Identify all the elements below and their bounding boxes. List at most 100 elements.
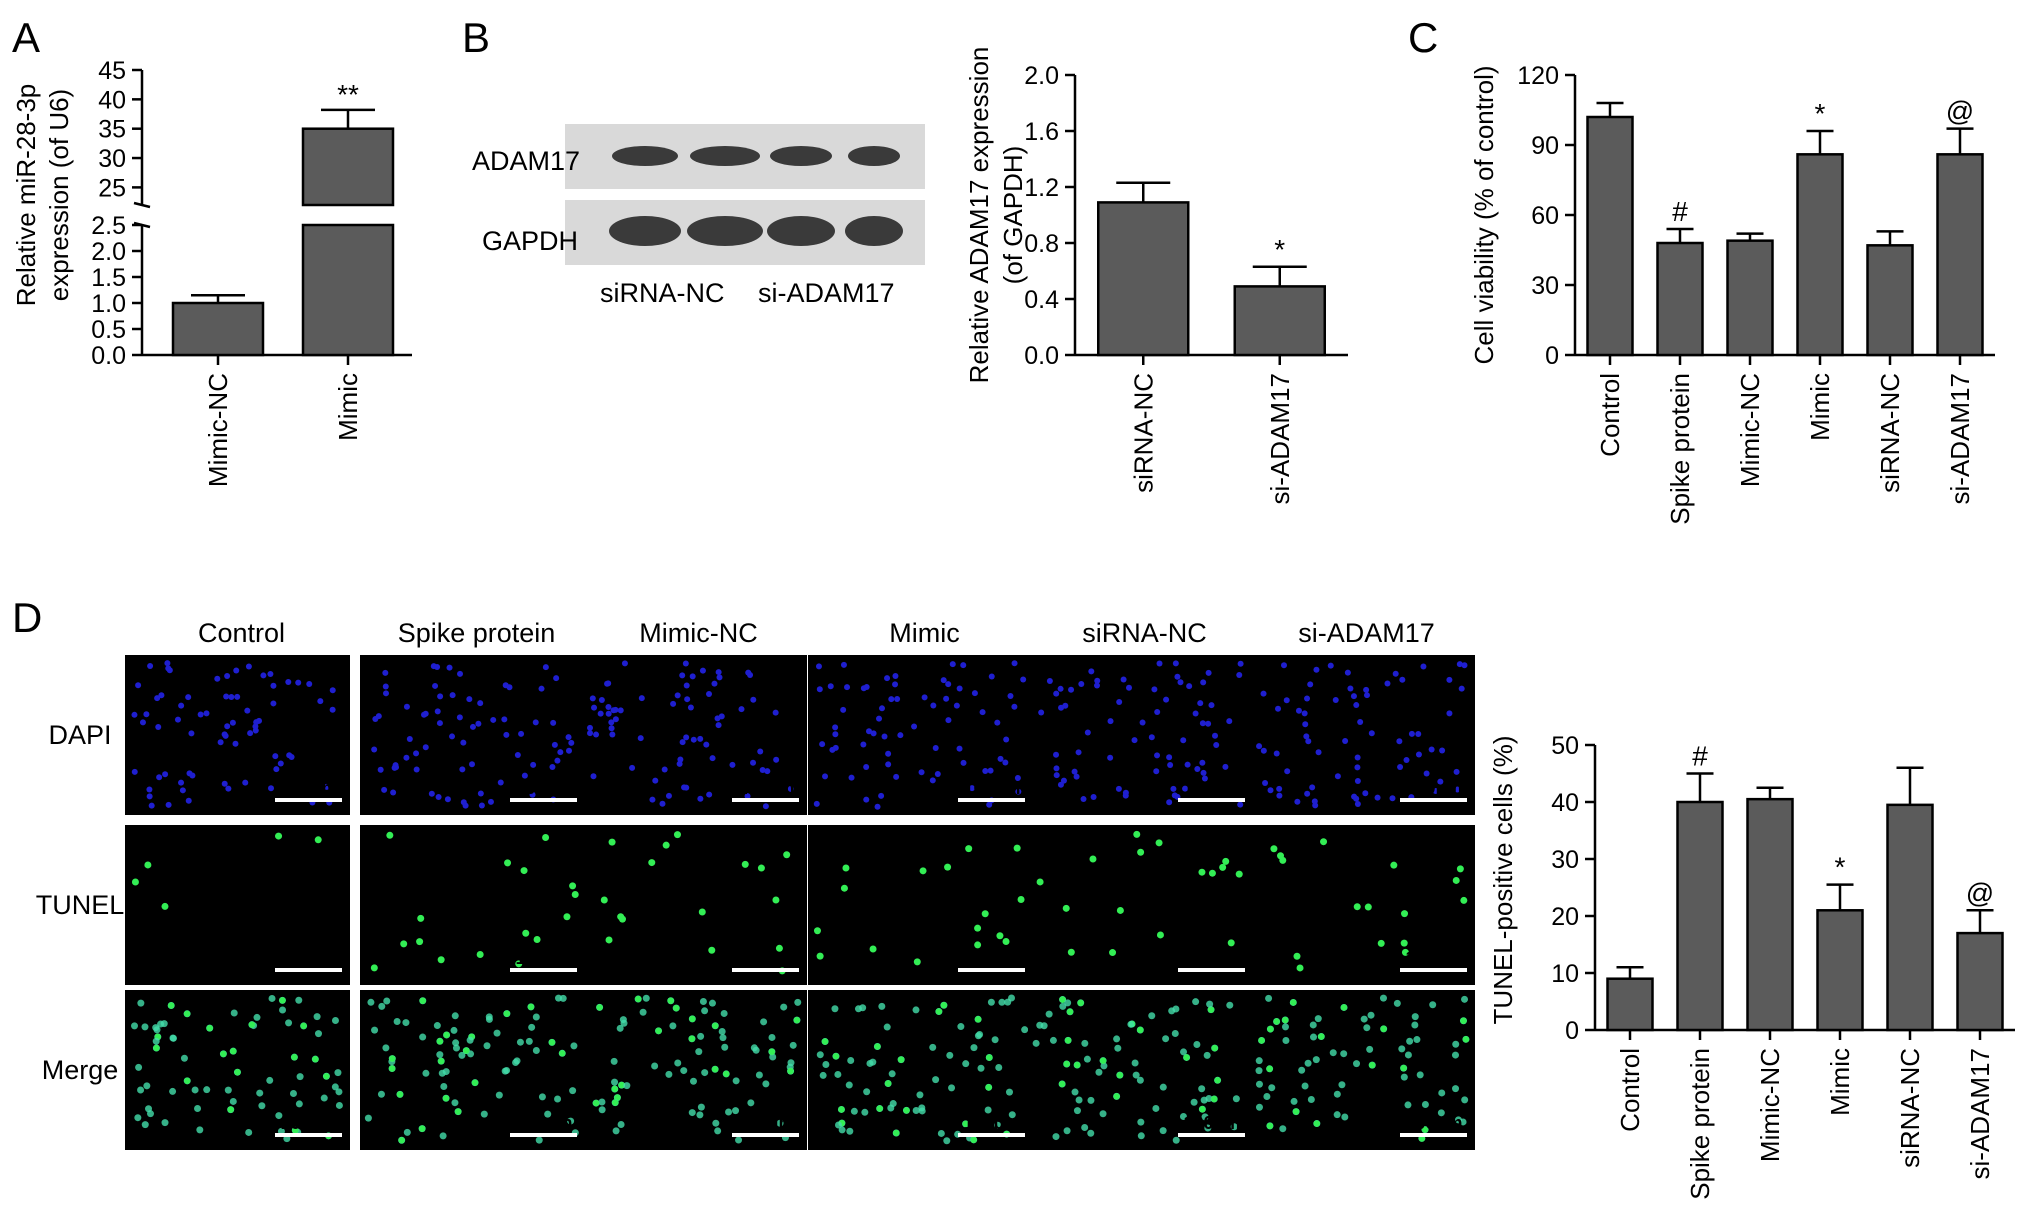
- nucleus-dot: [638, 695, 645, 702]
- nucleus-dot: [863, 764, 870, 771]
- tunel-dot: [821, 1038, 829, 1045]
- nucleus-dot: [289, 1090, 297, 1098]
- micrograph-dapi: [1250, 655, 1475, 815]
- nucleus-dot: [718, 1027, 726, 1035]
- tunel-dot: [1183, 1054, 1190, 1061]
- nucleus-dot: [1307, 1095, 1315, 1103]
- y-tick-label: 0: [1545, 342, 1559, 370]
- nucleus-dot: [1451, 1051, 1459, 1059]
- nucleus-dot: [1075, 1096, 1083, 1104]
- nucleus-dot: [386, 831, 394, 839]
- nucleus-dot: [1156, 931, 1164, 939]
- nucleus-dot: [648, 859, 656, 867]
- nucleus-dot: [892, 681, 899, 688]
- nucleus-dot: [1368, 730, 1375, 737]
- bar: [1956, 931, 2004, 1032]
- nucleus-dot: [295, 1100, 303, 1108]
- nucleus-dot: [629, 764, 636, 771]
- significance-marker: **: [337, 79, 359, 110]
- bar: [1746, 797, 1794, 1032]
- panel-b-ylabel-line1: Relative ADAM17 expression: [964, 47, 994, 384]
- nucleus-dot: [1263, 1092, 1271, 1100]
- nucleus-dot: [1413, 1036, 1421, 1044]
- nucleus-dot: [819, 1071, 827, 1079]
- nucleus-dot: [701, 1069, 709, 1077]
- tunel-dot: [1214, 1077, 1221, 1084]
- tunel-dot: [711, 1066, 719, 1073]
- nucleus-dot: [258, 1102, 266, 1110]
- nucleus-dot: [1379, 994, 1387, 1002]
- microscopy-column-label: Mimic-NC: [639, 618, 757, 648]
- nucleus-dot: [1206, 1000, 1214, 1008]
- y-tick-label: 45: [98, 57, 126, 85]
- nucleus-dot: [945, 681, 952, 688]
- nucleus-dot: [450, 1026, 458, 1034]
- nucleus-dot: [495, 1091, 503, 1099]
- nucleus-dot: [709, 755, 716, 762]
- panel-a-chart: Relative miR-28-3p expression (of U6) 25…: [11, 57, 412, 487]
- bar: [171, 301, 265, 357]
- nucleus-dot: [697, 1103, 705, 1111]
- nucleus-dot: [1256, 743, 1263, 750]
- nucleus-dot: [929, 1043, 937, 1051]
- scale-bar-label: 100μm: [1405, 778, 1462, 798]
- nucleus-dot: [221, 731, 228, 738]
- nucleus-dot: [1268, 1084, 1276, 1092]
- nucleus-dot: [735, 1136, 743, 1144]
- nucleus-dot: [422, 744, 429, 751]
- nucleus-dot: [605, 936, 613, 944]
- nucleus-dot: [876, 715, 883, 722]
- nucleus-dot: [446, 664, 453, 671]
- nucleus-dot: [169, 1087, 177, 1095]
- nucleus-dot: [834, 1070, 842, 1078]
- scale-bar: [1400, 798, 1467, 802]
- nucleus-dot: [840, 661, 847, 668]
- scale-bar-label: 100μm: [1183, 778, 1240, 798]
- nucleus-dot: [230, 1009, 238, 1017]
- nucleus-dot: [1198, 1085, 1206, 1093]
- nucleus-dot: [1333, 1111, 1341, 1119]
- nucleus-dot: [390, 789, 397, 796]
- nucleus-dot: [991, 1036, 999, 1044]
- nucleus-dot: [406, 735, 413, 742]
- nucleus-dot: [1032, 1039, 1040, 1047]
- y-tick-label: 0.0: [1024, 342, 1059, 370]
- nucleus-dot: [554, 1095, 562, 1103]
- nucleus-dot: [1180, 1048, 1188, 1056]
- nucleus-dot: [616, 1024, 624, 1032]
- nucleus-dot: [772, 709, 779, 716]
- nucleus-dot: [400, 940, 408, 948]
- tunel-dot: [503, 1010, 511, 1017]
- nucleus-dot: [529, 791, 536, 798]
- nucleus-dot: [437, 956, 445, 964]
- nucleus-dot: [750, 759, 757, 766]
- nucleus-dot: [1384, 680, 1391, 687]
- nucleus-dot: [1400, 939, 1408, 947]
- western-blot: ADAM17 GAPDH siRNA-NC si-ADAM17: [472, 124, 925, 308]
- significance-marker: #: [1692, 741, 1708, 772]
- nucleus-dot: [466, 696, 473, 703]
- nucleus-dot: [165, 801, 172, 808]
- tunel-dot: [153, 1044, 160, 1052]
- tunel-dot: [300, 1022, 307, 1030]
- nucleus-dot: [256, 1089, 264, 1097]
- nucleus-dot: [1005, 1088, 1013, 1096]
- tunel-dot: [418, 1125, 426, 1132]
- nucleus-dot: [720, 1009, 728, 1017]
- nucleus-dot: [1205, 720, 1212, 727]
- nucleus-dot: [1067, 948, 1075, 956]
- nucleus-dot: [988, 673, 995, 680]
- nucleus-dot: [1415, 751, 1422, 758]
- nucleus-dot: [148, 802, 155, 809]
- nucleus-dot: [1280, 662, 1287, 669]
- nucleus-dot: [1226, 718, 1233, 725]
- nucleus-dot: [154, 695, 161, 702]
- nucleus-dot: [608, 838, 616, 846]
- tunel-dot: [1266, 1065, 1273, 1073]
- nucleus-dot: [719, 1034, 727, 1042]
- nucleus-dot: [1265, 994, 1273, 1002]
- tunel-dot: [793, 1016, 801, 1024]
- scale-bar: [1178, 968, 1245, 972]
- scale-bar-label: 100μm: [1405, 1113, 1462, 1133]
- nucleus-dot: [847, 1057, 855, 1065]
